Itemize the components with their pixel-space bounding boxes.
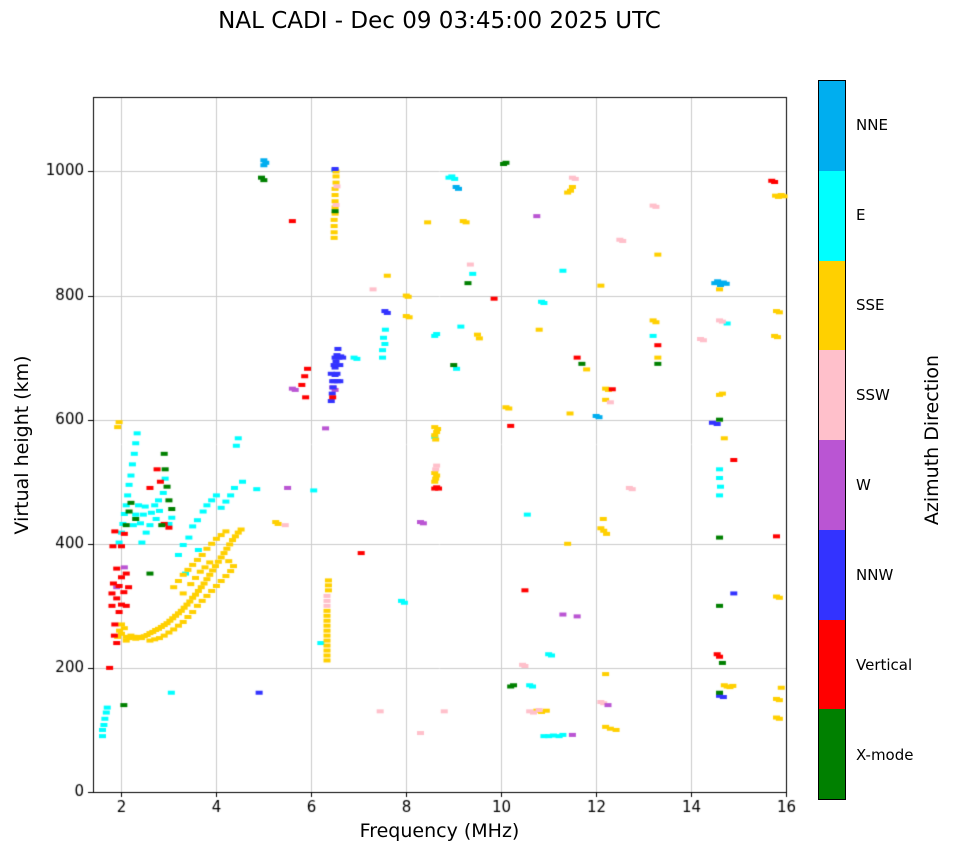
colorbar-segment-nnw <box>819 529 845 620</box>
colorbar-label-w: W <box>856 476 871 494</box>
colorbar-label-nne: NNE <box>856 116 888 134</box>
colorbar-segment-sse <box>819 260 845 351</box>
colorbar-label-ssw: SSW <box>856 386 890 404</box>
colorbar-label-sse: SSE <box>856 296 885 314</box>
colorbar-label-x-mode: X-mode <box>856 746 914 764</box>
colorbar <box>818 80 846 800</box>
colorbar-segment-w <box>819 440 845 530</box>
colorbar-segment-e <box>819 170 845 261</box>
colorbar-segment-ssw <box>819 350 845 440</box>
colorbar-label-vertical: Vertical <box>856 656 913 674</box>
colorbar-segment-nne <box>819 81 845 171</box>
colorbar-label-e: E <box>856 206 866 224</box>
colorbar-segment-vertical <box>819 619 845 710</box>
x-axis-label: Frequency (MHz) <box>359 820 520 842</box>
colorbar-label-nnw: NNW <box>856 566 894 584</box>
colorbar-title: Azimuth Direction <box>921 354 943 526</box>
y-axis-label: Virtual height (km) <box>11 355 33 535</box>
colorbar-segment-x-mode <box>819 709 845 799</box>
chart-title: NAL CADI - Dec 09 03:45:00 2025 UTC <box>218 8 661 34</box>
